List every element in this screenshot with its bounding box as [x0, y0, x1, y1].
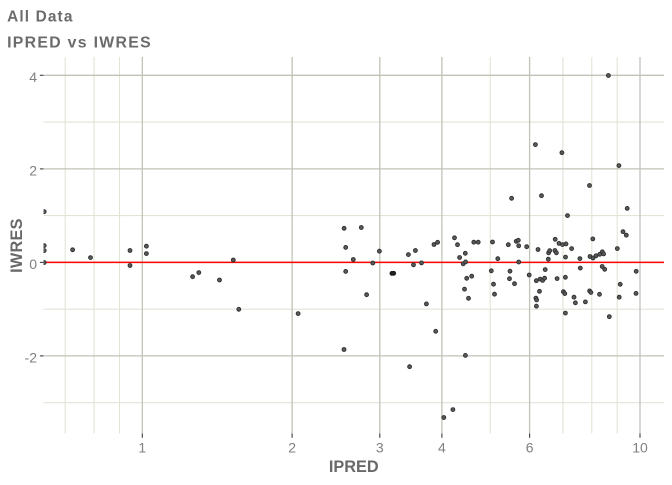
svg-text:4: 4	[438, 440, 446, 456]
svg-text:IPRED vs IWRES: IPRED vs IWRES	[7, 35, 152, 52]
svg-text:-2: -2	[25, 350, 38, 366]
svg-text:4: 4	[29, 69, 37, 85]
svg-text:1: 1	[138, 440, 146, 456]
svg-text:3: 3	[376, 440, 384, 456]
svg-text:IPRED: IPRED	[329, 458, 379, 476]
svg-text:2: 2	[288, 440, 296, 456]
svg-text:2: 2	[29, 163, 37, 179]
svg-text:10: 10	[632, 440, 648, 456]
svg-text:IWRES: IWRES	[8, 218, 26, 273]
svg-text:All Data: All Data	[7, 9, 73, 26]
svg-text:6: 6	[526, 440, 534, 456]
svg-text:0: 0	[29, 256, 37, 272]
